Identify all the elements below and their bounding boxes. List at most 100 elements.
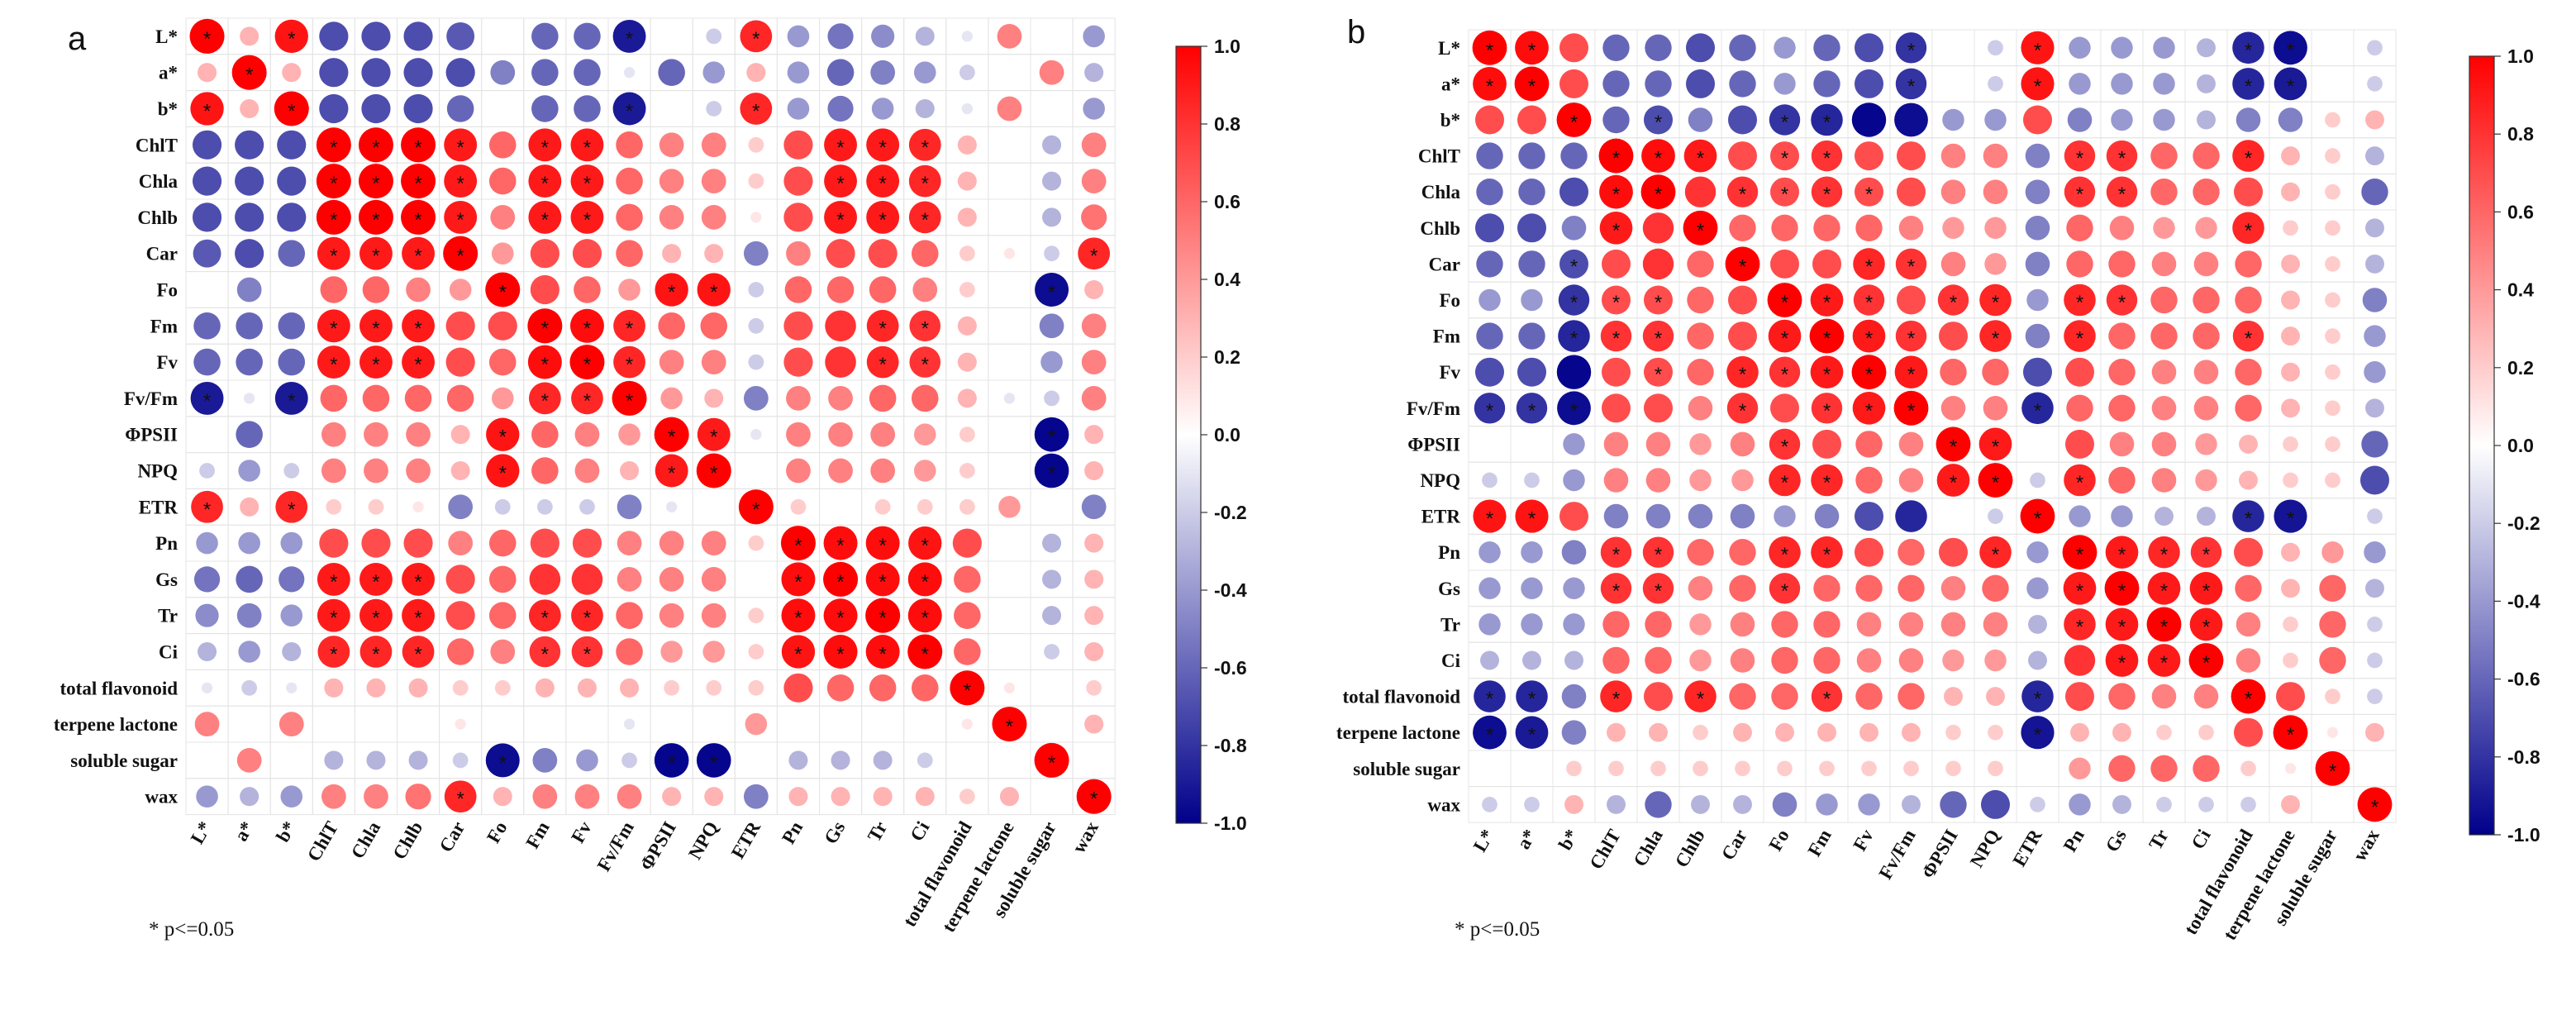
correlation-circle	[871, 24, 895, 48]
correlation-circle	[274, 381, 308, 415]
column-label: Fv	[567, 817, 596, 846]
correlation-circle	[528, 200, 562, 234]
column-label: Chla	[1630, 826, 1668, 870]
correlation-circle	[574, 422, 600, 447]
correlation-circle	[1084, 641, 1104, 662]
correlation-circle	[488, 167, 517, 195]
correlation-circle	[1084, 63, 1104, 83]
correlation-circle	[2325, 364, 2340, 380]
correlation-circle	[992, 707, 1027, 742]
significance-star: *	[1048, 752, 1055, 774]
significance-star: *	[921, 607, 929, 630]
correlation-circle	[1563, 433, 1585, 455]
correlation-circle	[838, 504, 844, 510]
significance-star: *	[2118, 183, 2126, 206]
correlation-circle	[617, 567, 642, 592]
column-label: Chla	[347, 817, 385, 862]
row-label: Fm	[1433, 326, 1460, 347]
correlation-circle	[535, 678, 555, 698]
column-label: Pn	[2059, 826, 2088, 855]
correlation-circle	[450, 460, 470, 481]
correlation-circle	[317, 345, 350, 379]
significance-star: *	[668, 426, 675, 449]
correlation-circle	[2104, 570, 2140, 606]
correlation-circle	[2030, 797, 2045, 812]
correlation-circle	[2193, 396, 2219, 421]
correlation-circle	[1084, 569, 1104, 589]
correlation-circle	[865, 635, 900, 669]
correlation-circle	[1602, 106, 1630, 134]
correlation-circle	[2069, 505, 2091, 527]
correlation-circle	[1727, 285, 1758, 315]
correlation-circle	[1730, 503, 1755, 529]
correlation-circle	[711, 504, 717, 510]
correlation-circle	[282, 641, 302, 662]
correlation-circle	[2150, 322, 2178, 350]
correlation-circle	[786, 241, 811, 266]
correlation-circle	[2026, 288, 2049, 312]
significance-star: *	[456, 173, 464, 195]
correlation-circle	[2283, 220, 2298, 236]
correlation-circle	[655, 454, 688, 488]
correlation-circle	[445, 347, 475, 377]
correlation-circle	[2235, 286, 2262, 314]
correlation-circle	[702, 641, 726, 663]
significance-star: *	[203, 101, 211, 123]
correlation-circle	[570, 128, 604, 162]
correlation-circle	[316, 199, 351, 235]
correlation-circle	[1727, 322, 1758, 351]
correlation-circle	[274, 19, 308, 54]
correlation-circle	[2028, 650, 2047, 670]
correlation-circle	[402, 636, 435, 668]
color-bar-tick-label: -0.2	[2507, 512, 2540, 534]
correlation-circle	[403, 21, 433, 51]
correlation-circle	[1476, 322, 1503, 350]
correlation-circle	[444, 780, 477, 813]
correlation-circle	[1600, 536, 1632, 568]
correlation-circle	[2321, 541, 2344, 564]
correlation-circle	[455, 718, 466, 730]
correlation-circle	[2195, 217, 2217, 240]
correlation-circle	[1524, 797, 1540, 812]
correlation-circle	[2325, 256, 2340, 272]
correlation-circle	[621, 752, 637, 769]
significance-star: *	[1570, 292, 1578, 314]
correlation-circle	[452, 679, 469, 696]
correlation-circle	[531, 22, 559, 50]
correlation-circle	[576, 749, 598, 772]
column-label: Fm	[1804, 826, 1836, 860]
correlation-circle	[1813, 214, 1840, 242]
significance-star: *	[330, 245, 337, 268]
correlation-circle	[827, 23, 854, 50]
significance-star: *	[1739, 183, 1746, 206]
correlation-circle	[1729, 683, 1756, 710]
correlation-circle	[612, 19, 646, 53]
correlation-circle	[2146, 607, 2182, 642]
correlation-circle	[701, 205, 726, 230]
correlation-circle	[1727, 141, 1758, 171]
correlation-circle	[1774, 36, 1796, 60]
correlation-circle	[823, 598, 858, 633]
correlation-circle	[1563, 613, 1585, 636]
correlation-circle	[954, 638, 981, 665]
correlation-circle	[2025, 179, 2050, 204]
correlation-circle	[1942, 217, 1964, 240]
correlation-circle	[358, 199, 393, 235]
correlation-circle	[696, 453, 731, 488]
significance-star: *	[1823, 544, 1831, 566]
correlation-circle	[1518, 178, 1545, 206]
column-label: a*	[231, 818, 258, 845]
correlation-circle	[959, 245, 975, 262]
correlation-circle	[1515, 716, 1549, 750]
correlation-circle	[1855, 431, 1883, 458]
correlation-circle	[1081, 169, 1107, 193]
significance-star: *	[1655, 364, 1662, 386]
correlation-circle	[1042, 569, 1062, 589]
correlation-circle	[280, 604, 303, 626]
correlation-circle	[2066, 250, 2093, 278]
correlation-circle	[1518, 142, 1545, 169]
correlation-circle	[2108, 683, 2136, 710]
correlation-circle	[2064, 429, 2095, 459]
correlation-circle	[1984, 253, 2007, 275]
correlation-circle	[238, 460, 260, 482]
